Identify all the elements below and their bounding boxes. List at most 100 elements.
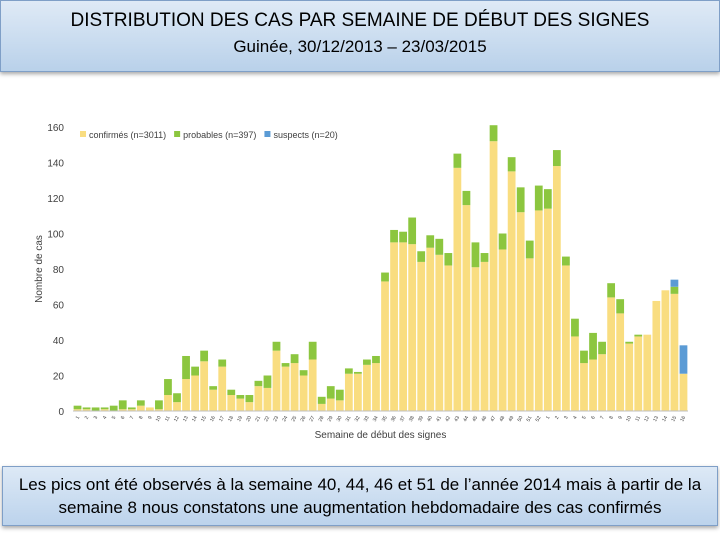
bar-confirmed: [73, 409, 82, 411]
bar-probable: [173, 393, 181, 403]
bar-probable: [372, 355, 380, 364]
y-tick-label: 20: [53, 372, 65, 383]
bar-probable: [290, 354, 299, 364]
bar-probable: [191, 366, 199, 376]
bar-confirmed: [381, 281, 389, 411]
bar-confirmed: [399, 242, 407, 412]
header-banner: DISTRIBUTION DES CAS PAR SEMAINE DE DÉBU…: [0, 0, 720, 72]
bar-confirmed: [525, 258, 534, 411]
bar-confirmed: [363, 364, 371, 411]
x-tick-label: 52: [535, 415, 543, 423]
bar-confirmed: [200, 361, 209, 411]
bar-probable: [209, 386, 218, 390]
bar-probable: [399, 231, 407, 243]
bar-probable: [390, 229, 398, 243]
bar-probable: [507, 157, 516, 172]
bar-confirmed: [670, 293, 679, 411]
bar-confirmed: [453, 167, 462, 411]
x-tick-label: 17: [218, 415, 226, 423]
bar-confirmed: [299, 375, 308, 411]
legend-label-suspect: suspects (n=20): [273, 130, 337, 140]
x-tick-label: 18: [227, 415, 235, 423]
bar-confirmed: [100, 409, 109, 411]
x-tick-label: 5: [111, 415, 118, 420]
x-tick-label: 14: [191, 415, 199, 423]
bar-confirmed: [589, 359, 597, 411]
bar-probable: [118, 400, 127, 410]
x-tick-label: 29: [327, 415, 335, 423]
bar-probable: [254, 380, 263, 387]
bar-probable: [335, 389, 344, 401]
caption-banner: Les pics ont été observés à la semaine 4…: [2, 466, 718, 526]
bar-confirmed: [480, 261, 489, 411]
bar-confirmed: [173, 402, 181, 412]
x-tick-label: 27: [309, 415, 317, 423]
bar-probable: [344, 368, 353, 374]
legend-label-probable: probables (n=397): [183, 130, 256, 140]
bar-confirmed: [209, 389, 218, 411]
y-tick-label: 120: [47, 194, 64, 205]
x-tick-label: 26: [299, 415, 307, 423]
x-tick-label: 10: [625, 415, 633, 423]
bar-probable: [426, 235, 435, 248]
x-tick-label: 4: [102, 415, 109, 420]
bar-confirmed: [643, 334, 652, 411]
bar-confirmed: [516, 212, 525, 411]
bar-probable: [281, 363, 290, 367]
bar-probable: [598, 341, 606, 355]
bar-probable: [245, 395, 254, 403]
bar-confirmed: [634, 336, 643, 411]
x-tick-label: 2: [554, 415, 561, 420]
x-tick-label: 23: [272, 415, 280, 423]
bar-confirmed: [580, 363, 588, 411]
bar-probable: [136, 400, 145, 406]
bar-confirmed: [344, 373, 353, 411]
x-tick-label: 5: [581, 415, 588, 420]
x-tick-label: 39: [417, 415, 425, 423]
x-tick-label: 30: [336, 415, 344, 423]
bar-confirmed: [498, 249, 507, 411]
bar-probable: [227, 389, 236, 396]
x-tick-label: 16: [679, 415, 687, 423]
bar-probable: [616, 299, 625, 314]
x-tick-label: 43: [453, 415, 461, 423]
bar-probable: [363, 359, 371, 365]
x-tick-label: 14: [661, 415, 669, 423]
bar-confirmed: [507, 171, 516, 412]
y-tick-label: 60: [53, 301, 65, 312]
bar-confirmed: [489, 141, 498, 411]
x-tick-label: 48: [498, 415, 506, 423]
bar-probable: [471, 242, 480, 268]
bar-confirmed: [281, 366, 290, 412]
bar-probable: [91, 407, 100, 411]
bar-probable: [543, 189, 552, 209]
x-tick-label: 31: [345, 415, 353, 423]
x-tick-label: 12: [643, 415, 651, 423]
bar-confirmed: [272, 350, 281, 411]
bar-confirmed: [290, 363, 299, 411]
x-tick-label: 42: [444, 415, 452, 423]
y-tick-label: 40: [53, 336, 65, 347]
bar-probable: [435, 238, 444, 255]
bar-confirmed: [118, 409, 127, 411]
x-tick-label: 15: [670, 415, 678, 423]
x-tick-label: 8: [608, 415, 615, 420]
bar-suspect: [670, 279, 679, 287]
bar-confirmed: [82, 409, 91, 411]
bar-confirmed: [661, 290, 670, 411]
bar-confirmed: [625, 343, 634, 411]
x-tick-label: 36: [390, 415, 398, 423]
x-tick-label: 33: [363, 415, 371, 423]
x-tick-label: 7: [599, 415, 606, 420]
bar-confirmed: [598, 354, 606, 411]
x-tick-label: 24: [281, 415, 289, 423]
bar-probable: [670, 286, 679, 294]
bar-confirmed: [534, 210, 543, 411]
y-axis-title: Nombre de cas: [34, 235, 45, 303]
bar-confirmed: [127, 409, 136, 411]
bar-probable: [109, 405, 118, 411]
x-tick-label: 32: [354, 415, 362, 423]
x-tick-label: 49: [507, 415, 515, 423]
bar-probable: [218, 359, 227, 367]
